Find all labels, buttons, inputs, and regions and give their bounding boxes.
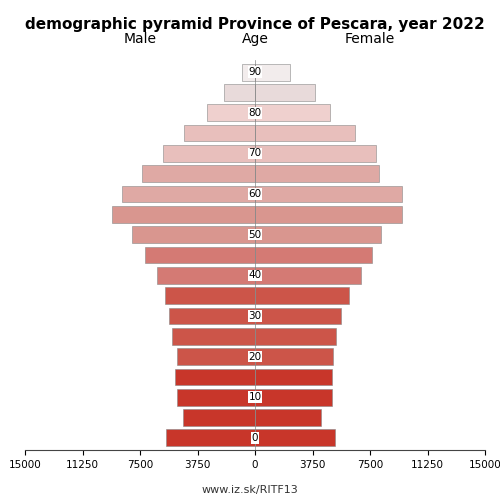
Bar xyxy=(157,267,255,283)
Bar xyxy=(142,166,255,182)
Text: 40: 40 xyxy=(248,270,262,280)
Text: Male: Male xyxy=(124,32,156,46)
Text: 30: 30 xyxy=(248,311,262,321)
Bar xyxy=(177,389,255,406)
Bar xyxy=(184,125,255,142)
Bar xyxy=(255,64,290,80)
Bar xyxy=(255,104,330,121)
Bar xyxy=(176,368,255,385)
Bar xyxy=(122,186,255,202)
Bar xyxy=(163,145,255,162)
Bar xyxy=(224,84,255,101)
Text: 90: 90 xyxy=(248,67,262,77)
Bar xyxy=(112,206,255,222)
Text: Female: Female xyxy=(345,32,395,46)
Bar xyxy=(242,64,255,80)
Bar xyxy=(166,430,255,446)
Text: 0: 0 xyxy=(252,433,258,443)
Bar xyxy=(255,246,372,264)
Bar xyxy=(255,206,402,222)
Bar xyxy=(183,409,255,426)
Bar xyxy=(255,226,380,243)
Bar xyxy=(255,186,402,202)
Bar xyxy=(255,430,334,446)
Bar xyxy=(255,368,332,385)
Bar xyxy=(255,84,315,101)
Bar xyxy=(255,328,336,344)
Bar xyxy=(164,288,255,304)
Bar xyxy=(177,348,255,365)
Bar xyxy=(208,104,255,121)
Bar xyxy=(132,226,255,243)
Bar xyxy=(255,308,341,324)
Bar xyxy=(255,166,379,182)
Text: Age: Age xyxy=(242,32,268,46)
Bar xyxy=(255,125,354,142)
Text: www.iz.sk/RITF13: www.iz.sk/RITF13 xyxy=(202,485,298,495)
Bar xyxy=(144,246,255,264)
Text: 70: 70 xyxy=(248,148,262,158)
Text: 10: 10 xyxy=(248,392,262,402)
Bar xyxy=(255,288,348,304)
Text: 80: 80 xyxy=(248,108,262,118)
Bar xyxy=(255,348,333,365)
Text: 60: 60 xyxy=(248,189,262,199)
Bar xyxy=(255,389,332,406)
Text: 50: 50 xyxy=(248,230,262,239)
Bar xyxy=(255,267,361,283)
Bar xyxy=(255,145,376,162)
Text: 20: 20 xyxy=(248,352,262,362)
Title: demographic pyramid Province of Pescara, year 2022: demographic pyramid Province of Pescara,… xyxy=(25,18,485,32)
Bar xyxy=(255,409,321,426)
Bar xyxy=(172,328,255,344)
Bar xyxy=(169,308,255,324)
